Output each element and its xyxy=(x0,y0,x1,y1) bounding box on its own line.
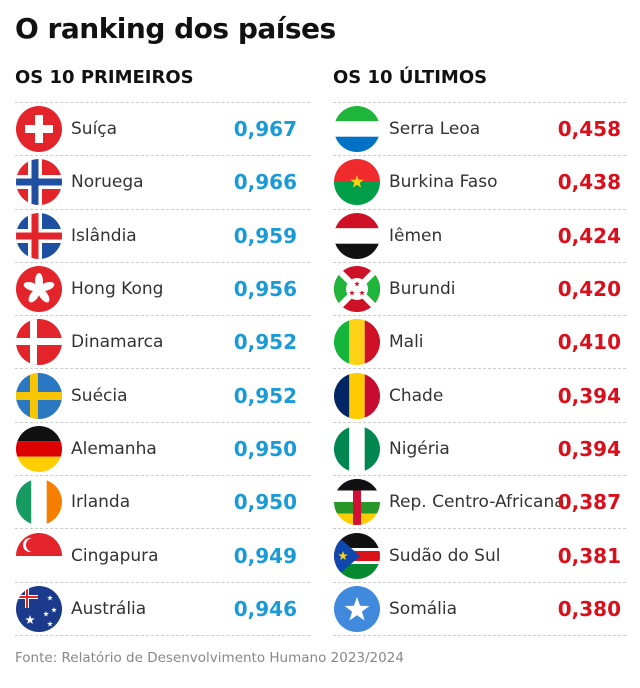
somalia-flag-icon xyxy=(334,585,380,632)
yemen-flag-icon xyxy=(334,212,380,259)
top-ten-row: Irlanda 0,950 xyxy=(15,476,310,530)
hdi-value: 0,381 xyxy=(557,543,621,568)
bottom-ten-row: Burundi 0,420 xyxy=(333,263,626,317)
ireland-flag-icon xyxy=(16,479,62,526)
top-ten-row: Cingapura 0,949 xyxy=(15,529,310,583)
australia-flag-icon xyxy=(16,585,62,632)
hdi-value: 0,967 xyxy=(233,117,297,142)
hdi-value: 0,952 xyxy=(233,383,297,408)
hdi-value: 0,458 xyxy=(557,117,621,142)
country-name: Hong Kong xyxy=(71,279,164,300)
hdi-value: 0,410 xyxy=(557,330,621,355)
hdi-value: 0,394 xyxy=(557,436,621,461)
top-ten-column: OS 10 PRIMEIROS Suíça 0,967 Noruega 0,96… xyxy=(15,64,310,636)
country-name: Iêmen xyxy=(389,225,443,246)
bottom-ten-row: Iêmen 0,424 xyxy=(333,210,626,263)
denmark-flag-icon xyxy=(16,319,62,366)
country-name: Noruega xyxy=(71,172,144,193)
country-name: Somália xyxy=(389,598,458,619)
hdi-value: 0,956 xyxy=(233,277,297,302)
singapore-flag-icon xyxy=(16,532,62,579)
hdi-value: 0,380 xyxy=(557,596,621,621)
hdi-value: 0,394 xyxy=(557,383,621,408)
country-name: Burundi xyxy=(389,279,456,300)
south-sudan-flag-icon xyxy=(334,532,380,579)
hdi-value: 0,952 xyxy=(233,330,297,355)
page-title: O ranking dos países xyxy=(15,12,336,45)
country-name: Nigéria xyxy=(389,438,450,459)
hdi-value: 0,950 xyxy=(233,490,297,515)
germany-flag-icon xyxy=(16,425,62,472)
source-note: Fonte: Relatório de Desenvolvimento Huma… xyxy=(15,650,404,666)
central-african-republic-flag-icon xyxy=(334,479,380,526)
burundi-flag-icon xyxy=(334,266,380,313)
bottom-ten-row: Rep. Centro-Africana 0,387 xyxy=(333,476,626,530)
top-ten-row: Suíça 0,967 xyxy=(15,103,310,157)
top-ten-row: Austrália 0,946 xyxy=(15,583,310,636)
bottom-ten-row: Burkina Faso 0,438 xyxy=(333,156,626,210)
chad-flag-icon xyxy=(334,372,380,419)
top-ten-row: Suécia 0,952 xyxy=(15,369,310,423)
burkina-faso-flag-icon xyxy=(334,159,380,206)
hdi-value: 0,950 xyxy=(233,436,297,461)
country-name: Suécia xyxy=(71,385,128,406)
country-name: Suíça xyxy=(71,119,118,140)
top-ten-row: Dinamarca 0,952 xyxy=(15,316,310,370)
mali-flag-icon xyxy=(334,319,380,366)
country-name: Cingapura xyxy=(71,545,159,566)
country-name: Burkina Faso xyxy=(389,172,498,193)
bottom-ten-heading: OS 10 ÚLTIMOS xyxy=(333,64,626,103)
hdi-value: 0,420 xyxy=(557,277,621,302)
hdi-value: 0,959 xyxy=(233,223,297,248)
sweden-flag-icon xyxy=(16,372,62,419)
bottom-ten-row: Serra Leoa 0,458 xyxy=(333,103,626,157)
top-ten-row: Alemanha 0,950 xyxy=(15,423,310,477)
hdi-value: 0,949 xyxy=(233,543,297,568)
norway-flag-icon xyxy=(16,159,62,206)
nigeria-flag-icon xyxy=(334,425,380,472)
country-name: Austrália xyxy=(71,598,147,619)
top-ten-row: Hong Kong 0,956 xyxy=(15,263,310,317)
country-name: Mali xyxy=(389,332,424,353)
iceland-flag-icon xyxy=(16,212,62,259)
hdi-value: 0,966 xyxy=(233,170,297,195)
bottom-ten-row: Nigéria 0,394 xyxy=(333,423,626,477)
country-name: Sudão do Sul xyxy=(389,545,501,566)
top-ten-heading: OS 10 PRIMEIROS xyxy=(15,64,310,103)
bottom-ten-row: Chade 0,394 xyxy=(333,369,626,423)
top-ten-row: Noruega 0,966 xyxy=(15,156,310,210)
hong-kong-flag-icon xyxy=(16,266,62,313)
hdi-value: 0,424 xyxy=(557,223,621,248)
bottom-ten-column: OS 10 ÚLTIMOS Serra Leoa 0,458 Burkina F… xyxy=(333,64,626,636)
country-name: Chade xyxy=(389,385,444,406)
hdi-value: 0,946 xyxy=(233,596,297,621)
country-name: Serra Leoa xyxy=(389,119,481,140)
bottom-ten-row: Mali 0,410 xyxy=(333,316,626,370)
sierra-leone-flag-icon xyxy=(334,106,380,153)
country-name: Irlanda xyxy=(71,492,131,513)
switzerland-flag-icon xyxy=(16,106,62,153)
hdi-value: 0,438 xyxy=(557,170,621,195)
top-ten-row: Islândia 0,959 xyxy=(15,210,310,263)
country-name: Dinamarca xyxy=(71,332,164,353)
country-name: Alemanha xyxy=(71,438,157,459)
country-name: Rep. Centro-Africana xyxy=(389,492,565,513)
bottom-ten-row: Sudão do Sul 0,381 xyxy=(333,529,626,583)
country-name: Islândia xyxy=(71,225,137,246)
hdi-value: 0,387 xyxy=(557,490,621,515)
bottom-ten-row: Somália 0,380 xyxy=(333,583,626,636)
